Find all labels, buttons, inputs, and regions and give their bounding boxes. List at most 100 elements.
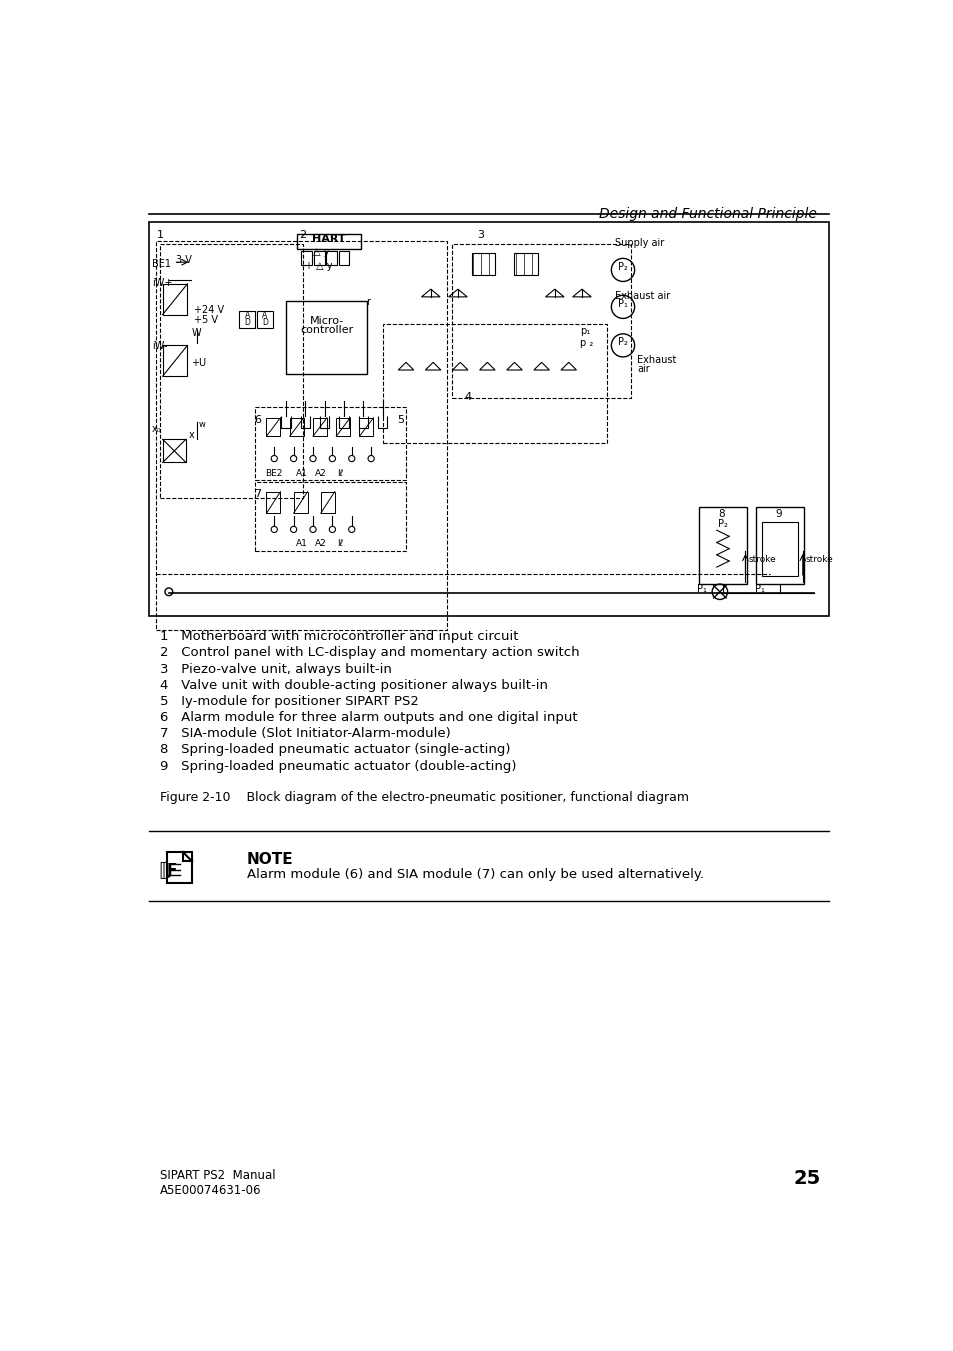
Text: A2: A2 xyxy=(314,539,326,549)
Bar xyxy=(149,222,828,616)
Bar xyxy=(266,492,280,513)
Text: r: r xyxy=(365,297,370,307)
Text: A: A xyxy=(262,312,267,320)
Bar xyxy=(761,523,798,577)
Bar xyxy=(338,251,349,265)
Text: P₁: P₁ xyxy=(754,584,763,594)
Text: P₁: P₁ xyxy=(696,584,706,594)
Text: 3: 3 xyxy=(476,230,484,240)
Bar xyxy=(359,417,373,436)
Text: Exhaust: Exhaust xyxy=(637,354,676,365)
Text: x₀: x₀ xyxy=(152,424,161,434)
Text: Iℓ: Iℓ xyxy=(336,539,343,549)
Bar xyxy=(472,253,495,274)
Bar xyxy=(254,482,406,551)
Bar xyxy=(452,243,630,397)
Bar xyxy=(239,311,254,328)
Bar xyxy=(301,251,312,265)
Bar xyxy=(159,243,303,497)
Bar xyxy=(167,852,192,882)
Text: iW+: iW+ xyxy=(152,277,172,288)
Bar xyxy=(756,507,803,584)
Text: 7: 7 xyxy=(253,489,261,500)
Text: iW-: iW- xyxy=(152,340,167,351)
Text: HART: HART xyxy=(313,234,346,243)
Text: D: D xyxy=(244,317,250,327)
Text: A2: A2 xyxy=(314,469,326,478)
Text: BE2: BE2 xyxy=(265,469,283,478)
Text: air: air xyxy=(637,363,649,374)
Bar xyxy=(162,346,187,376)
Text: Figure 2-10    Block diagram of the electro-pneumatic positioner, functional dia: Figure 2-10 Block diagram of the electro… xyxy=(159,792,688,804)
Bar xyxy=(335,417,350,436)
Text: Exhaust air: Exhaust air xyxy=(615,292,670,301)
Bar xyxy=(266,417,280,436)
Text: 8: 8 xyxy=(718,508,724,519)
Text: x: x xyxy=(189,430,194,440)
Text: stroke: stroke xyxy=(805,555,833,563)
Text: 9   Spring-loaded pneumatic actuator (double-acting): 9 Spring-loaded pneumatic actuator (doub… xyxy=(159,759,516,773)
Text: 2: 2 xyxy=(298,230,306,240)
Text: 3   Piezo-valve unit, always built-in: 3 Piezo-valve unit, always built-in xyxy=(159,662,391,676)
Text: + △ y: + △ y xyxy=(305,261,333,270)
Bar xyxy=(313,417,327,436)
Text: +5 V: +5 V xyxy=(193,315,217,324)
Bar xyxy=(290,417,303,436)
Text: W: W xyxy=(192,328,201,338)
Text: D: D xyxy=(262,317,268,327)
Text: 6   Alarm module for three alarm outputs and one digital input: 6 Alarm module for three alarm outputs a… xyxy=(159,711,577,724)
Text: A: A xyxy=(244,312,250,320)
Bar xyxy=(314,251,324,265)
Text: stroke: stroke xyxy=(748,555,776,563)
Bar xyxy=(162,439,186,462)
Bar xyxy=(156,240,447,630)
Text: 7   SIA-module (Slot Initiator-Alarm-module): 7 SIA-module (Slot Initiator-Alarm-modul… xyxy=(159,727,450,740)
Bar xyxy=(382,324,607,443)
Text: controller: controller xyxy=(299,326,353,335)
Text: ⟦: ⟦ xyxy=(157,859,168,878)
Text: p ₂: p ₂ xyxy=(579,338,593,347)
Text: 1: 1 xyxy=(156,230,163,240)
Text: A1: A1 xyxy=(295,469,307,478)
Text: Micro-: Micro- xyxy=(309,316,343,326)
Bar xyxy=(326,251,336,265)
Text: 4   Valve unit with double-acting positioner always built-in: 4 Valve unit with double-acting position… xyxy=(159,678,547,692)
Text: NOTE: NOTE xyxy=(247,852,294,867)
Bar xyxy=(162,284,187,315)
Text: P₂: P₂ xyxy=(618,262,627,272)
Text: P₁: P₁ xyxy=(618,299,627,309)
Bar xyxy=(254,407,406,480)
Text: −△ y: −△ y xyxy=(305,247,330,257)
Text: 6: 6 xyxy=(253,415,261,424)
Text: 5   Iy-module for positioner SIPART PS2: 5 Iy-module for positioner SIPART PS2 xyxy=(159,694,418,708)
Text: +U: +U xyxy=(192,358,206,369)
Text: 5: 5 xyxy=(396,415,403,424)
Bar xyxy=(257,311,273,328)
Text: 9: 9 xyxy=(775,508,781,519)
Bar xyxy=(297,234,360,249)
Text: 3 V: 3 V xyxy=(175,254,192,265)
Bar xyxy=(514,253,537,274)
Text: Design and Functional Principle: Design and Functional Principle xyxy=(598,207,816,220)
Text: 1   Motherboard with microcontroller and input circuit: 1 Motherboard with microcontroller and i… xyxy=(159,631,517,643)
Bar xyxy=(320,492,335,513)
Text: P₂: P₂ xyxy=(618,338,627,347)
Text: Alarm module (6) and SIA module (7) can only be used alternatively.: Alarm module (6) and SIA module (7) can … xyxy=(247,869,703,881)
Text: 2   Control panel with LC-display and momentary action switch: 2 Control panel with LC-display and mome… xyxy=(159,646,578,659)
Text: +24 V: +24 V xyxy=(193,304,224,315)
Text: 8   Spring-loaded pneumatic actuator (single-acting): 8 Spring-loaded pneumatic actuator (sing… xyxy=(159,743,510,757)
Text: P₂: P₂ xyxy=(718,519,727,528)
Text: 25: 25 xyxy=(793,1169,820,1189)
Text: 4: 4 xyxy=(464,392,471,401)
Bar xyxy=(286,301,367,374)
Text: Supply air: Supply air xyxy=(615,238,664,247)
Text: A1: A1 xyxy=(295,539,307,549)
Text: BE1: BE1 xyxy=(152,259,171,269)
Text: Iℓ: Iℓ xyxy=(336,469,343,478)
Text: p₁: p₁ xyxy=(579,326,590,336)
Text: Ƒ: Ƒ xyxy=(167,863,177,878)
Text: w: w xyxy=(198,420,205,430)
Text: SIPART PS2  Manual
A5E00074631-06: SIPART PS2 Manual A5E00074631-06 xyxy=(159,1169,274,1197)
Bar xyxy=(699,507,746,584)
Bar xyxy=(294,492,307,513)
